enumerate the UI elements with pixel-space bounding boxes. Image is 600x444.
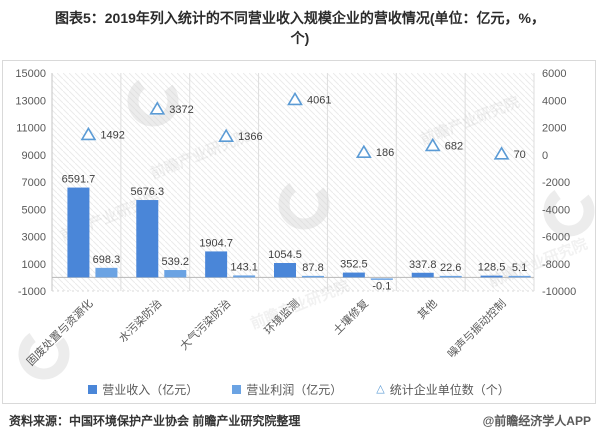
left-axis-tick: 7000 <box>22 177 46 189</box>
profit-label: 143.1 <box>230 261 258 273</box>
left-axis-tick: 3000 <box>22 232 46 244</box>
profit-label: 87.8 <box>302 262 323 274</box>
combo-chart: 前瞻产业研究院前瞻产业研究院前瞻产业研究院前瞻产业研究院前瞻产业研究院-1000… <box>15 68 595 380</box>
right-axis-tick: -2000 <box>542 177 570 189</box>
revenue-bar <box>274 263 296 278</box>
profit-label: 539.2 <box>162 256 190 268</box>
axis-ticks: -1000 1000 3000 5000 7000 9000 11000 13000 15000… <box>15 68 576 298</box>
right-axis-tick: 6000 <box>542 68 566 80</box>
right-axis-tick: 0 <box>542 150 548 162</box>
right-axis-tick: -6000 <box>542 232 570 244</box>
left-axis-tick: 13000 <box>15 95 46 107</box>
legend-item-profit: 营业利润（亿元） <box>232 381 342 398</box>
credit-text: @前瞻经济学人APP <box>482 414 591 428</box>
left-axis-tick: 9000 <box>22 150 46 162</box>
revenue-bar <box>342 272 365 278</box>
profit-bar <box>370 278 393 280</box>
profit-bar <box>95 267 118 278</box>
profit-bar <box>439 275 462 278</box>
gridlines <box>51 73 535 292</box>
legend-triangle-units-icon: △ <box>376 383 385 395</box>
units-triangle-marker <box>218 128 235 142</box>
category-label: 水污染防治 <box>116 296 165 345</box>
profit-bar <box>302 275 324 278</box>
left-axis-tick: 1000 <box>22 259 46 271</box>
category-label: 土壤修复 <box>330 296 371 337</box>
revenue-label: 1054.5 <box>268 249 302 261</box>
units-triangle-marker <box>493 146 510 160</box>
units-label: 3372 <box>169 104 193 116</box>
chart-title-line1: 图表5：2019年列入统计的不同营业收入规模企业的营收情况(单位：亿元，%， <box>54 10 546 26</box>
left-axis-tick: 11000 <box>16 123 46 135</box>
right-axis-tick: 2000 <box>542 123 566 135</box>
units-label: 70 <box>514 149 526 161</box>
plot-hatch-watermark <box>52 73 534 291</box>
category-label: 其他 <box>415 297 440 322</box>
units-label: 186 <box>376 147 394 159</box>
profit-bar <box>164 270 187 278</box>
footer: 资料来源：中国环境保护产业协会 前瞻产业研究院整理 @前瞻经济学人APP <box>9 412 591 429</box>
right-axis-tick: -4000 <box>542 204 570 216</box>
revenue-bar <box>67 187 90 278</box>
legend-square-revenue-icon <box>88 385 98 394</box>
profit-bar <box>508 275 531 278</box>
profit-label: 5.1 <box>512 262 527 274</box>
revenue-bar <box>411 272 434 278</box>
profit-label: -0.1 <box>372 280 391 292</box>
left-axis-tick: -1000 <box>18 286 46 298</box>
legend-item-revenue: 营业收入（亿元） <box>88 381 198 398</box>
profit-bar <box>233 275 256 278</box>
watermark-logo-icon <box>278 178 330 230</box>
data-source-text: 资料来源：中国环境保护产业协会 前瞻产业研究院整理 <box>9 414 301 428</box>
revenue-label: 128.5 <box>478 262 506 274</box>
units-triangle-marker <box>287 91 303 106</box>
legend-square-profit-icon <box>232 385 242 394</box>
revenue-bar <box>205 251 228 278</box>
legend-item-units: △ 统计企业单位数（个） <box>376 381 509 398</box>
revenue-label: 6591.7 <box>62 174 96 186</box>
revenue-label: 5676.3 <box>130 186 164 198</box>
revenue-label: 352.5 <box>340 259 368 271</box>
legend-label-revenue: 营业收入（亿元） <box>102 383 199 397</box>
revenue-bar <box>480 275 503 278</box>
chart-title-line2: 个) <box>290 30 310 47</box>
bar-series <box>67 187 531 280</box>
category-label: 噪声与振动控制 <box>444 296 508 360</box>
right-axis-tick: 4000 <box>542 95 566 107</box>
units-triangle-marker <box>355 144 372 159</box>
units-triangle-marker <box>424 137 441 152</box>
left-axis-tick: 5000 <box>22 204 46 216</box>
left-axis-tick: 15000 <box>15 68 46 80</box>
plot-frame: 前瞻产业研究院 前瞻产业研究院 前瞻产业研究院 前瞻产业研究院 前瞻产业研究院 -1000… <box>2 60 596 404</box>
revenue-label: 337.8 <box>409 259 437 271</box>
data-labels: 6591.7 698.3 1492 5676.3 539.2 3372 1904.7 143.… <box>62 94 528 292</box>
units-label: 1366 <box>238 131 262 143</box>
legend-label-units: 统计企业单位数（个） <box>389 383 510 397</box>
right-axis-tick: -10000 <box>542 286 576 298</box>
units-marker-series <box>80 91 510 160</box>
units-label: 1492 <box>100 129 124 141</box>
category-labels: 固废处置与资源化 水污染防治 大气污染防治 环境监测 土壤修复 其他 噪声与振动控制 <box>23 296 508 368</box>
revenue-bar <box>136 200 159 278</box>
watermark-logo-icon <box>18 328 70 380</box>
watermark-logo-icon <box>127 75 179 127</box>
units-triangle-marker <box>149 101 166 115</box>
chart-legend: 营业收入（亿元） 营业利润（亿元） △ 统计企业单位数（个） <box>3 381 595 398</box>
chart-title: 图表5：2019年列入统计的不同营业收入规模企业的营收情况(单位：亿元，%， 个… <box>10 8 590 49</box>
right-axis-tick: -8000 <box>542 259 570 271</box>
revenue-label: 1904.7 <box>199 237 233 249</box>
category-label: 大气污染防治 <box>177 296 234 353</box>
units-label: 4061 <box>307 94 331 106</box>
units-label: 682 <box>445 140 463 152</box>
units-triangle-marker <box>80 126 97 141</box>
profit-label: 22.6 <box>440 262 461 274</box>
legend-label-profit: 营业利润（亿元） <box>246 383 343 397</box>
profit-label: 698.3 <box>93 254 121 266</box>
